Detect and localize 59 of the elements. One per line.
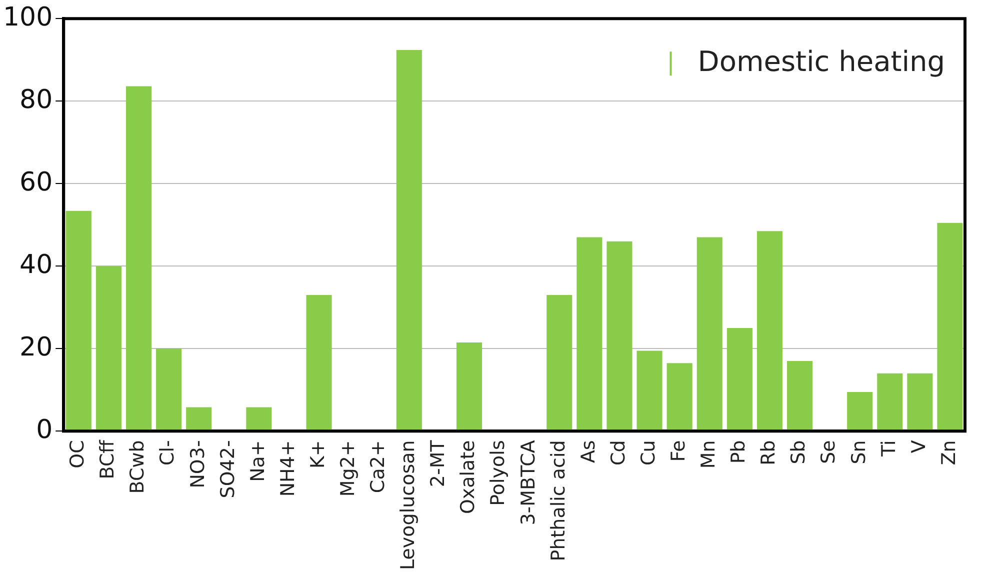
x-tick-label: Polyols <box>487 440 510 506</box>
x-tick-label: NO3- <box>186 440 209 488</box>
x-tick-label: Sn <box>848 440 870 464</box>
bar <box>636 350 662 431</box>
x-tick-label: BCff <box>96 439 119 480</box>
bar <box>576 237 602 431</box>
x-tick-label: NH4+ <box>276 440 299 497</box>
bar <box>546 295 572 431</box>
bar <box>96 266 122 431</box>
bar <box>186 407 212 431</box>
legend-label: Domestic heating <box>698 44 946 78</box>
bar <box>456 342 482 431</box>
x-tick-label: 3-MBTCA <box>517 440 540 526</box>
x-tick-label: OC <box>66 440 89 468</box>
bar <box>696 237 722 431</box>
bar <box>786 361 813 431</box>
bar <box>126 86 152 431</box>
bar <box>726 328 752 431</box>
x-tick-label: Sb <box>788 440 810 464</box>
bar <box>306 295 332 431</box>
y-tick-label: 60 <box>20 167 53 198</box>
bar <box>756 231 782 431</box>
x-tick-label: SO42- <box>216 440 239 498</box>
x-tick-label: Na+ <box>246 440 269 482</box>
y-tick-label: 20 <box>20 332 53 362</box>
y-tick-label: 40 <box>20 250 53 280</box>
x-tick-label: Cu <box>637 440 660 466</box>
bar <box>666 363 692 431</box>
x-tick-label: BCwb <box>126 440 149 494</box>
x-tick-label: Se <box>818 440 840 464</box>
bar <box>877 373 903 431</box>
x-tick-label: Fe <box>668 440 690 462</box>
x-tick-label: K+ <box>306 440 329 469</box>
bar <box>246 407 272 431</box>
x-tick-label: Mn <box>698 440 720 469</box>
x-tick-label: Cl- <box>156 440 179 466</box>
x-tick-label: As <box>577 440 600 464</box>
x-tick-label: Pb <box>728 440 750 464</box>
x-tick-label: 2-MT <box>427 440 450 488</box>
x-tick-label: Phthalic acid <box>547 440 570 562</box>
x-tick-label: Oxalate <box>457 440 480 514</box>
bar <box>156 348 182 431</box>
y-tick-label: 0 <box>36 414 53 445</box>
bar <box>396 50 422 431</box>
x-tick-label: Ti <box>878 440 900 458</box>
y-tick-label: 80 <box>20 84 53 115</box>
bar <box>847 392 873 431</box>
x-tick-label: Ca2+ <box>367 440 390 494</box>
x-tick-label: Cd <box>607 440 630 466</box>
x-tick-label: V <box>908 440 930 454</box>
x-tick-label: Rb <box>758 440 780 466</box>
x-tick-label: Zn <box>938 440 960 466</box>
bar <box>937 222 963 431</box>
bar <box>66 210 92 431</box>
y-tick-label: 100 <box>2 2 53 32</box>
x-tick-label: Mg2+ <box>337 440 359 497</box>
x-tick-label: Levoglucosan <box>397 440 420 570</box>
bar <box>606 241 632 431</box>
bar <box>907 373 933 431</box>
